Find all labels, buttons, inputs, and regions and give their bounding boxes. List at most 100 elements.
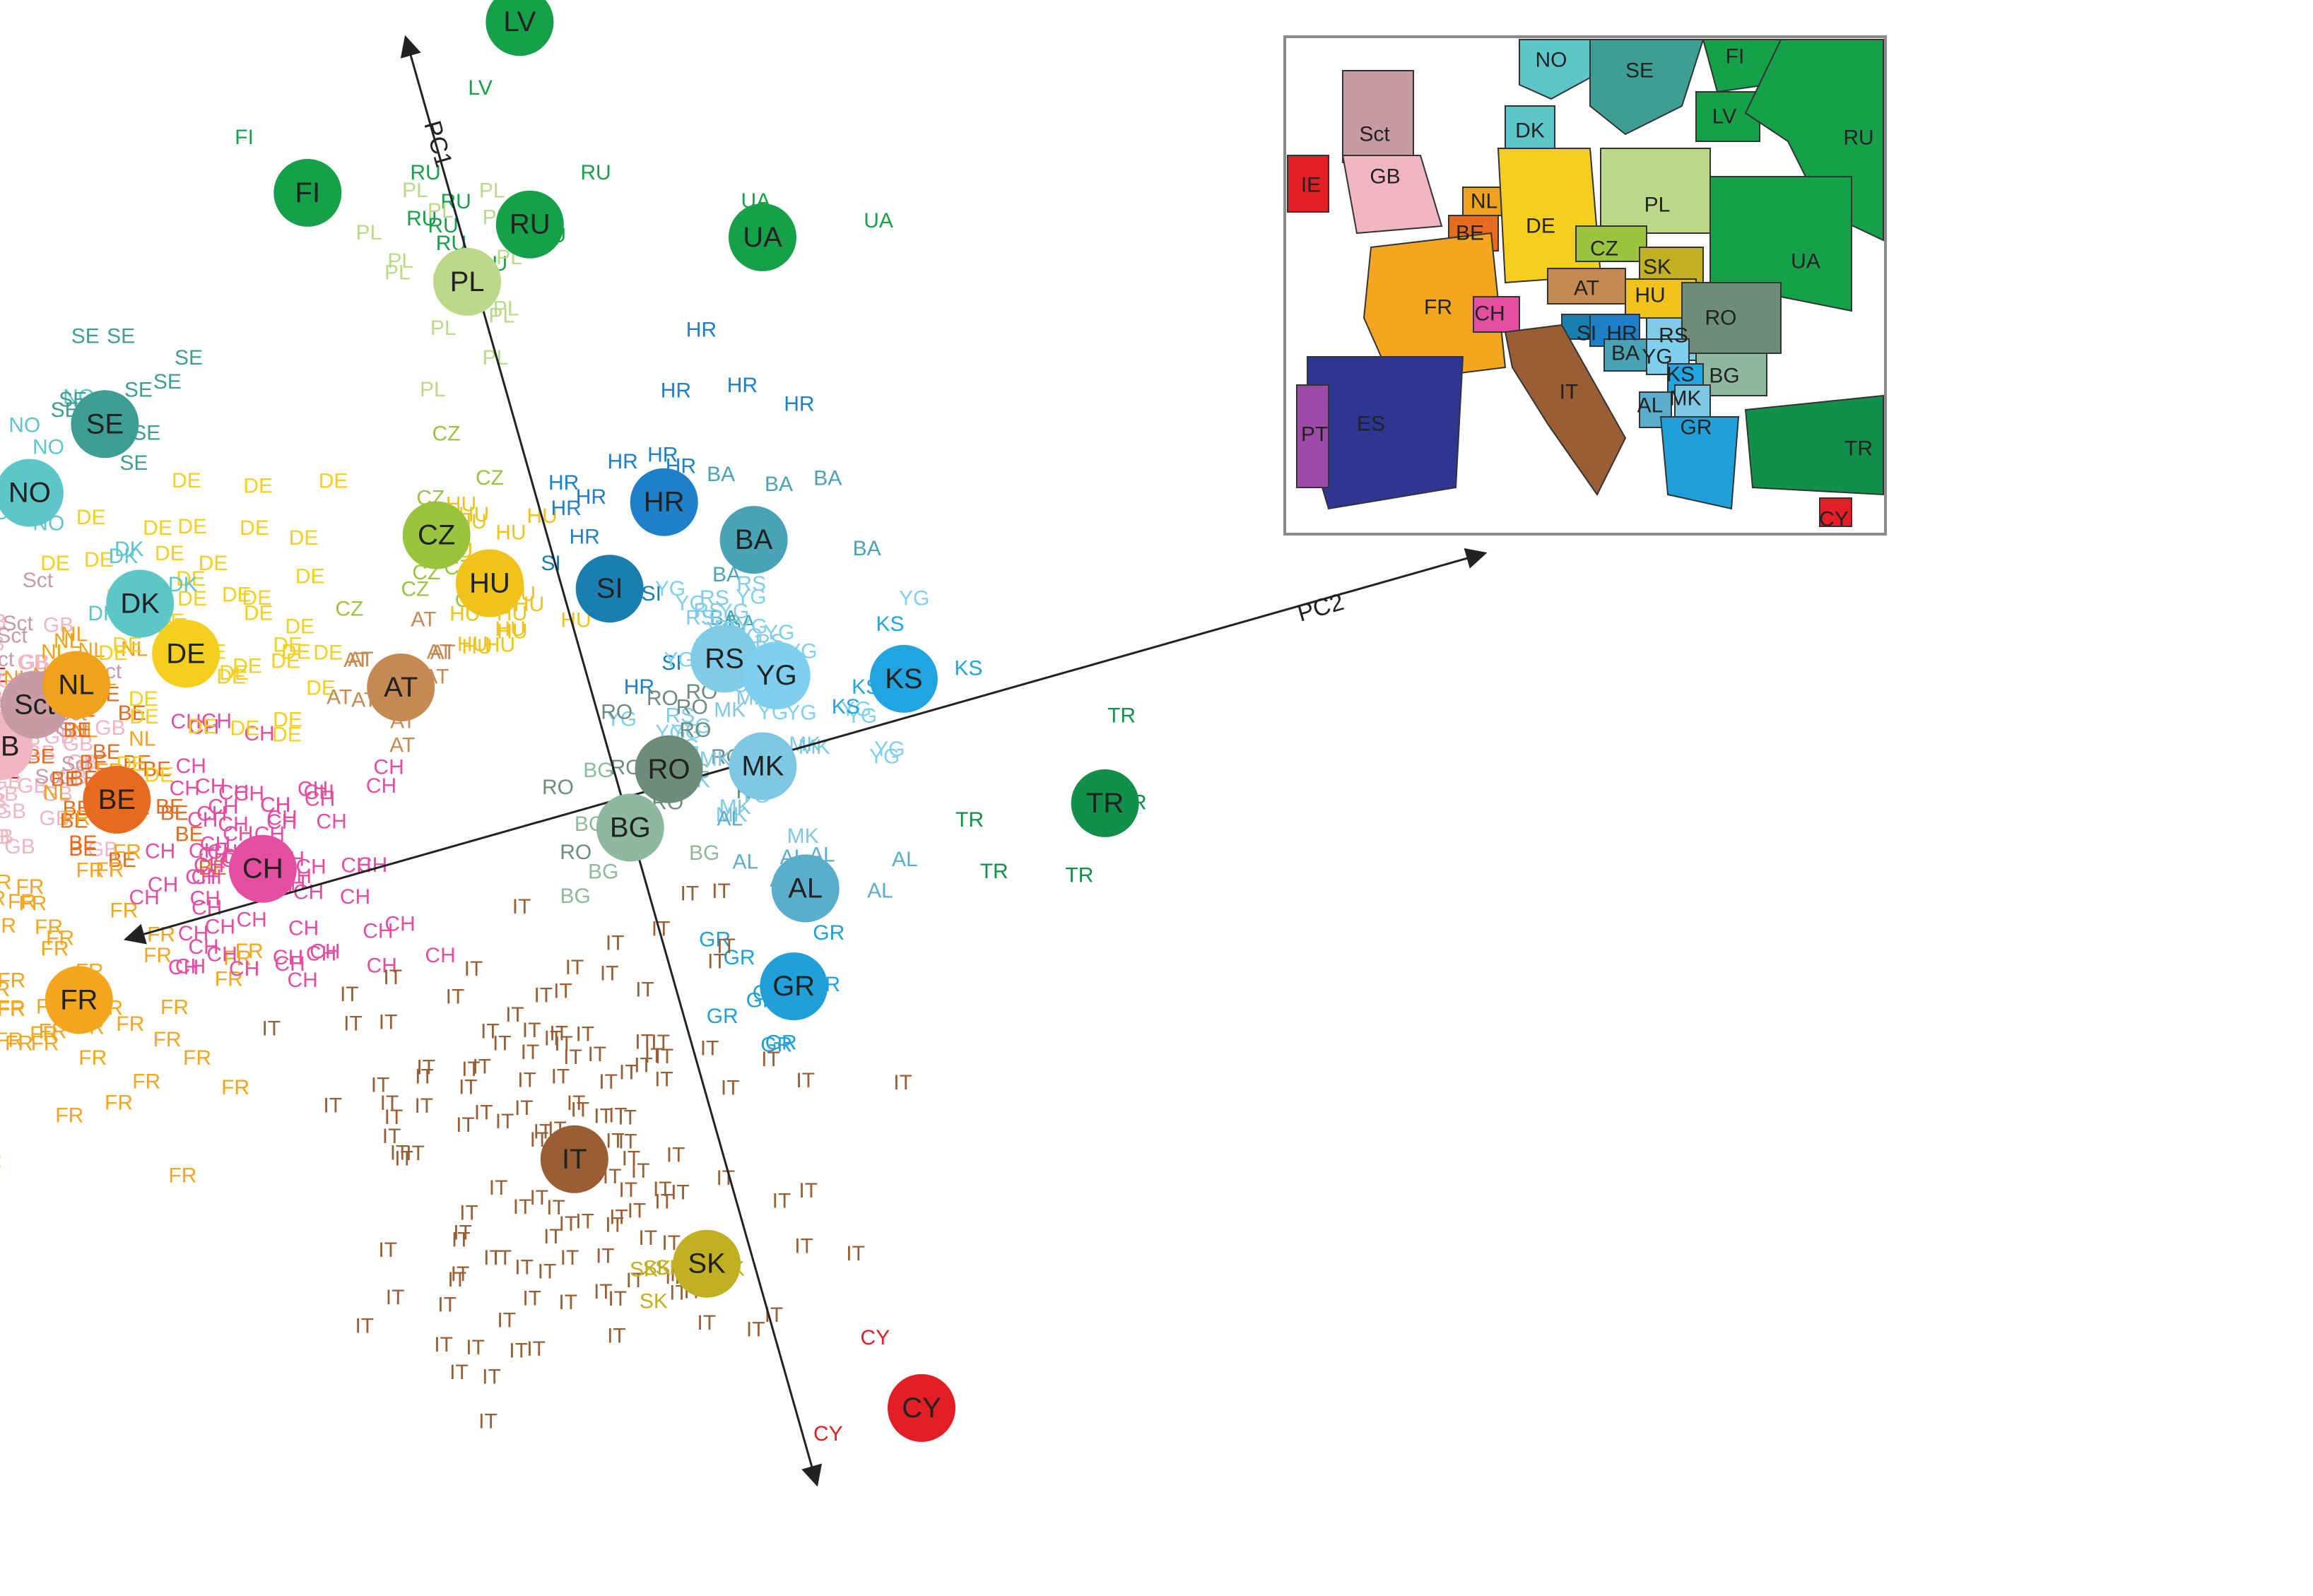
sample-label-it: IT (384, 1106, 404, 1129)
sample-label-se: SE (107, 325, 135, 348)
sample-label-it: IT (618, 1130, 637, 1153)
sample-label-it: IT (712, 880, 731, 903)
sample-label-it: IT (553, 979, 572, 1003)
centroid-circle-fr (45, 966, 113, 1034)
sample-label-fr: FR (78, 1046, 107, 1070)
sample-label-it: IT (343, 1012, 363, 1035)
centroid-label-gb: GB (0, 731, 19, 762)
sample-label-se: SE (175, 346, 203, 370)
sample-label-it: IT (526, 1337, 546, 1361)
sample-label-pl: PL (428, 199, 454, 223)
centroid-circle-cy (888, 1373, 955, 1442)
sample-label-de: DE (76, 506, 106, 529)
sample-label-fr: FR (0, 997, 25, 1020)
sample-label-al: AL (867, 880, 893, 903)
inset-map-countries (1287, 39, 1884, 527)
map-label-cy: CY (1819, 508, 1849, 531)
sample-label-be: BE (69, 832, 97, 855)
map-country-ie (1287, 155, 1329, 213)
centroid-circle-at (367, 654, 435, 721)
sample-label-hr: HR (608, 450, 638, 473)
sample-label-gr: GR (707, 1005, 738, 1028)
map-label-ua: UA (1791, 250, 1820, 273)
sample-label-cy: CY (861, 1326, 890, 1349)
centroid-label-fr: FR (60, 984, 98, 1015)
sample-label-de: DE (155, 542, 184, 565)
sample-label-gb: GB (57, 766, 87, 789)
sample-label-ba: BA (813, 466, 842, 490)
sample-label-ch: CH (206, 943, 237, 967)
sample-label-it: IT (394, 1147, 413, 1170)
sample-label-bg: BG (588, 861, 618, 884)
sample-label-pl: PL (493, 297, 519, 321)
sample-label-al: AL (733, 851, 759, 874)
sample-label-sct: Sct (0, 625, 28, 648)
map-country-cy (1819, 497, 1852, 527)
sample-label-be: BE (69, 837, 97, 861)
sample-label-hu: HU (495, 521, 526, 545)
centroid-label-nl: NL (58, 669, 94, 700)
centroid-circle-si (575, 555, 644, 623)
sample-label-it: IT (700, 1037, 719, 1060)
sample-label-it: IT (378, 1239, 397, 1262)
sample-label-tr: TR (1107, 704, 1136, 728)
centroid-hr: HR (630, 468, 698, 536)
centroid-label-no: NO (8, 478, 51, 509)
map-country-se (1589, 39, 1705, 136)
sample-label-it: IT (261, 1017, 281, 1041)
sample-label-de: DE (84, 548, 114, 572)
sample-label-pl: PL (387, 249, 413, 273)
centroid-al: AL (771, 854, 840, 923)
map-country-no (1519, 39, 1599, 100)
centroid-label-mk: MK (741, 751, 784, 782)
sample-label-be: BE (60, 810, 88, 833)
axes: PC1 PC2 (123, 35, 1488, 1487)
sample-label-at: AT (326, 685, 352, 709)
centroid-label-ru: RU (510, 209, 551, 240)
centroid-circle-ch (228, 834, 297, 903)
sample-label-fr: FR (160, 996, 189, 1019)
centroid-circle-de (152, 620, 220, 688)
centroid-label-cy: CY (902, 1393, 941, 1424)
sample-label-bg: BG (583, 759, 613, 782)
sample-label-de: DE (177, 515, 207, 538)
sample-label-gb: GB (43, 614, 73, 637)
individual-sample-labels: IEIEIEIEIEIEIEIEIEIEIEIEIEIEIEIEIEIEIEIE… (0, 76, 1147, 1446)
sample-label-it: IT (560, 1246, 579, 1270)
centroid-circle-ru (495, 190, 564, 259)
map-country-ro (1681, 282, 1782, 354)
centroid-circle-rs (690, 625, 758, 693)
sample-label-no: NO (33, 435, 64, 459)
sample-label-it: IT (509, 1339, 528, 1362)
centroid-si: SI (575, 555, 644, 623)
sample-label-gb: GB (63, 732, 93, 755)
sample-label-it: IT (434, 1333, 453, 1356)
sample-label-gb: GB (0, 796, 8, 820)
sample-label-gb: GB (95, 716, 125, 740)
sample-label-ch: CH (145, 840, 175, 863)
sample-label-fr: FR (95, 858, 124, 882)
sample-label-pl: PL (479, 179, 505, 203)
sample-label-ua: UA (864, 209, 893, 232)
sample-label-ch: CH (288, 917, 319, 940)
map-label-cz: CZ (1590, 237, 1618, 261)
sample-label-it: IT (538, 1260, 557, 1283)
centroid-it: IT (540, 1125, 608, 1193)
centroid-pl: PL (433, 247, 502, 316)
sample-label-fr: FR (143, 944, 172, 967)
centroid-label-gr: GR (772, 971, 815, 1002)
sample-label-ks: KS (954, 656, 982, 680)
sample-label-it: IT (697, 1311, 716, 1335)
sample-label-de: DE (285, 615, 314, 639)
sample-label-it: IT (654, 1068, 673, 1092)
sample-label-hr: HR (548, 471, 579, 495)
sample-label-at: AT (430, 641, 456, 664)
centroid-label-al: AL (788, 873, 823, 904)
centroid-ru: RU (495, 190, 564, 259)
map-label-sct: Sct (1359, 123, 1390, 146)
sample-label-fr: FR (41, 938, 69, 961)
map-label-nl: NL (1471, 190, 1497, 213)
centroid-circle-cz (402, 501, 471, 569)
sample-label-tr: TR (955, 808, 984, 832)
sample-label-it: IT (489, 1176, 508, 1200)
